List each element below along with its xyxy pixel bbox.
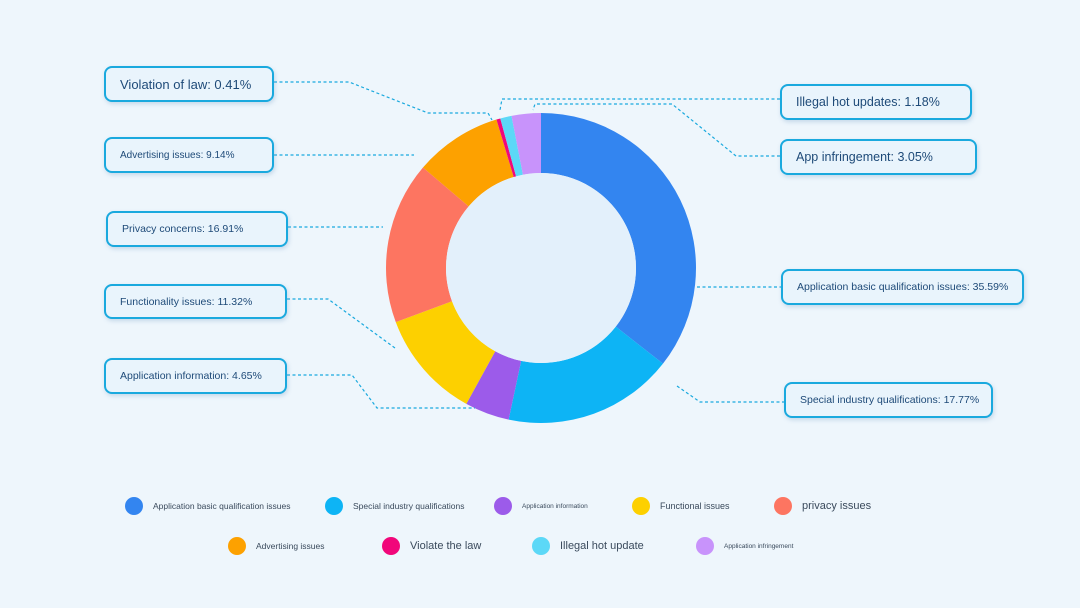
callout-app-infringement: App infringement: 3.05% — [780, 139, 977, 175]
legend-item-basic-qualification: Application basic qualification issues — [125, 497, 291, 515]
legend-item-illegal-hot-updates: Illegal hot update — [532, 537, 644, 555]
slice-advertising — [422, 119, 514, 207]
donut-hole — [446, 173, 636, 363]
legend-item-advertising: Advertising issues — [228, 537, 325, 555]
legend-label: Advertising issues — [256, 541, 325, 551]
legend-label: Application information — [522, 502, 588, 510]
slice-special-industry — [508, 326, 663, 424]
legend-label: Application infringement — [724, 542, 794, 550]
callout-violation-of-law: Violation of law: 0.41% — [104, 66, 274, 102]
legend-swatch — [696, 537, 714, 555]
legend-swatch — [494, 497, 512, 515]
legend-label: Violate the law — [410, 540, 482, 552]
leader-line-violation-of-law — [274, 81, 493, 121]
legend-item-application-information: Application information — [494, 497, 588, 515]
leader-line-illegal-hot-updates — [499, 98, 780, 111]
callout-advertising: Advertising issues: 9.14% — [104, 137, 274, 173]
legend-item-functionality: Functional issues — [632, 497, 730, 515]
slice-illegal-hot-updates — [500, 115, 523, 177]
slice-violation-of-law — [496, 118, 517, 178]
slice-basic-qualification — [541, 113, 696, 364]
leader-line-application-information — [287, 374, 475, 409]
legend-swatch — [632, 497, 650, 515]
legend-item-special-industry: Special industry qualifications — [325, 497, 465, 515]
legend-label: Functional issues — [660, 501, 730, 511]
legend-item-app-infringement: Application infringement — [696, 537, 793, 555]
legend-swatch — [325, 497, 343, 515]
leader-line-functionality — [287, 298, 396, 349]
legend-label: Application basic qualification issues — [153, 501, 291, 511]
callout-basic-qualification: Application basic qualification issues: … — [781, 269, 1024, 305]
callout-functionality: Functionality issues: 11.32% — [104, 284, 287, 319]
legend-swatch — [382, 537, 400, 555]
slice-application-information — [466, 351, 522, 420]
slice-functionality — [395, 301, 496, 404]
callout-application-information: Application information: 4.65% — [104, 358, 287, 394]
legend-label: Illegal hot update — [560, 540, 644, 552]
callout-special-industry: Special industry qualifications: 17.77% — [784, 382, 993, 418]
callout-privacy: Privacy concerns: 16.91% — [106, 211, 288, 247]
legend-swatch — [125, 497, 143, 515]
legend-swatch — [774, 497, 792, 515]
legend-swatch — [532, 537, 550, 555]
legend-swatch — [228, 537, 246, 555]
slice-app-infringement — [511, 113, 541, 175]
donut-slices — [386, 113, 696, 424]
legend-item-privacy: privacy issues — [774, 497, 871, 515]
legend-item-violation-of-law: Violate the law — [382, 537, 481, 555]
legend-label: privacy issues — [802, 500, 872, 512]
leader-line-special-industry — [676, 385, 784, 403]
callout-illegal-hot-updates: Illegal hot updates: 1.18% — [780, 84, 972, 120]
legend-label: Special industry qualifications — [353, 501, 465, 511]
leader-lines — [274, 81, 784, 409]
slice-privacy — [386, 167, 469, 323]
leader-line-app-infringement — [532, 103, 780, 157]
